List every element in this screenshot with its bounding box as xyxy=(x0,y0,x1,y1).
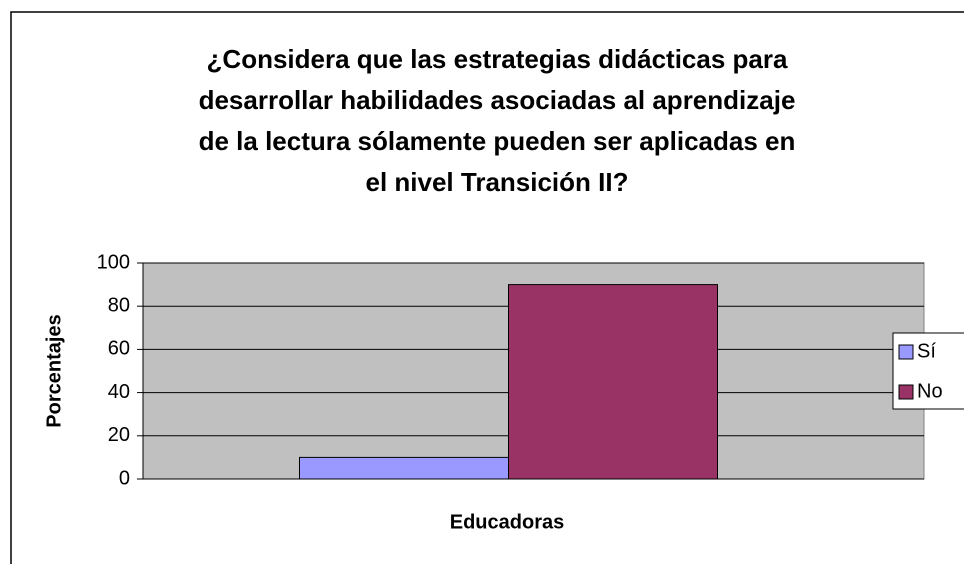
title-line: ¿Considera que las estrategias didáctica… xyxy=(207,44,788,74)
legend: Sí No xyxy=(892,332,964,410)
y-tick-label: 100 xyxy=(97,251,130,273)
bar xyxy=(299,456,509,480)
legend-label: No xyxy=(917,380,943,402)
title-line: el nivel Transición II? xyxy=(366,167,629,197)
legend-swatch xyxy=(898,384,914,400)
bar xyxy=(508,284,718,480)
title-line: de la lectura sólamente pueden ser aplic… xyxy=(199,126,796,156)
title-line: desarrollar habilidades asociadas al apr… xyxy=(199,85,796,115)
chart-title: ¿Considera que las estrategias didáctica… xyxy=(199,44,796,197)
legend-label: Sí xyxy=(917,340,936,362)
y-tick-label: 60 xyxy=(108,338,130,360)
legend-swatch xyxy=(898,344,914,360)
y-tick-label: 80 xyxy=(108,294,130,316)
y-tick-label: 0 xyxy=(119,467,130,489)
y-axis-title: Porcentajes xyxy=(43,314,65,427)
y-tick-label: 20 xyxy=(108,424,130,446)
y-tick-label: 40 xyxy=(108,381,130,403)
x-axis-title: Educadoras xyxy=(450,511,564,533)
